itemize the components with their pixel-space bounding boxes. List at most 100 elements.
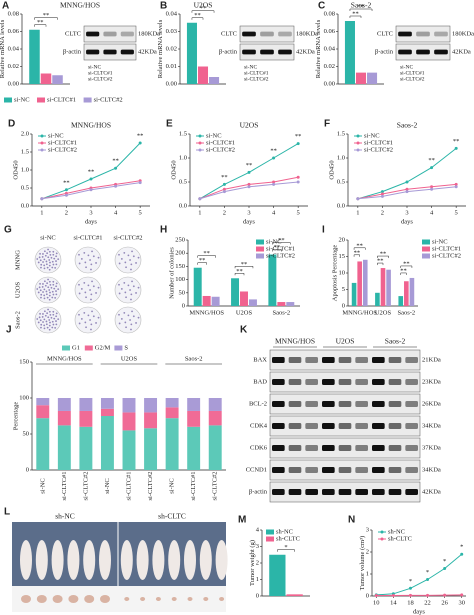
- colony: [54, 266, 57, 269]
- significance: **: [295, 133, 302, 140]
- colony: [40, 293, 43, 296]
- colony: [38, 256, 41, 259]
- colony: [46, 326, 49, 329]
- x-tick-label: si-CLTC#1: [190, 471, 197, 500]
- band: [434, 31, 448, 37]
- band: [322, 423, 335, 429]
- colony: [45, 320, 48, 323]
- band: [388, 401, 402, 407]
- bar: [286, 594, 303, 596]
- colony: [51, 260, 54, 263]
- colony: [137, 286, 140, 289]
- colony: [89, 319, 91, 321]
- band: [372, 445, 385, 451]
- x-axis-label: days: [85, 218, 97, 225]
- bar: [362, 259, 368, 306]
- band: [355, 489, 368, 495]
- bracket: [349, 15, 362, 18]
- y-tick-label: 0.08: [8, 10, 19, 17]
- colony: [43, 318, 46, 321]
- band: [272, 445, 285, 451]
- significance: **: [43, 12, 50, 19]
- colony: [95, 262, 97, 264]
- band: [305, 379, 318, 385]
- colony: [44, 314, 47, 317]
- bar-segment: [144, 412, 158, 429]
- colony: [46, 312, 49, 315]
- colony: [132, 255, 135, 258]
- colony: [129, 319, 131, 321]
- y-axis-label: Tumor volume (cm³): [359, 536, 366, 590]
- y-tick-label: 0.00: [324, 80, 335, 87]
- tumor: [21, 595, 31, 603]
- bar: [409, 277, 415, 306]
- x-tick-label: si-NC: [39, 478, 46, 494]
- colony: [48, 319, 51, 321]
- bar: [344, 21, 355, 84]
- dish: [74, 246, 102, 274]
- significance: **: [63, 179, 70, 186]
- colony: [52, 293, 55, 296]
- colony: [47, 278, 49, 281]
- legend-label: G2/M: [95, 344, 111, 351]
- bracket: [377, 262, 384, 266]
- band: [388, 357, 402, 363]
- x-tick-label: 2: [65, 209, 68, 216]
- colony: [51, 320, 54, 323]
- colony: [132, 315, 135, 318]
- colony: [52, 310, 55, 313]
- y-tick-label: 1: [256, 576, 259, 583]
- colony: [55, 285, 58, 288]
- x-tick-label: MNNG/HOS: [189, 309, 224, 316]
- colony: [78, 292, 81, 295]
- bar: [286, 302, 295, 306]
- colony: [52, 263, 55, 266]
- band: [305, 445, 318, 451]
- legend-swatch: [256, 253, 264, 259]
- colony: [47, 256, 50, 259]
- colony: [43, 258, 46, 261]
- y-tick-label: 1.0: [179, 154, 187, 161]
- colony: [43, 310, 46, 313]
- colony: [129, 259, 131, 261]
- point: [356, 197, 360, 201]
- significance: **: [278, 237, 285, 244]
- bracket: [234, 266, 254, 269]
- legend-label: sh-NC: [388, 528, 405, 535]
- y-tick-label: 2.0: [21, 130, 29, 137]
- colony: [78, 313, 80, 316]
- colony: [43, 267, 46, 270]
- bracket: [272, 249, 282, 252]
- colony: [90, 268, 92, 271]
- panel-letter: D: [8, 119, 15, 130]
- bar-segment: [100, 408, 114, 416]
- colony: [53, 317, 56, 320]
- bar-segment: [100, 416, 114, 470]
- blot-label: CLTC: [65, 30, 81, 37]
- tumor: [187, 597, 193, 601]
- colony: [54, 326, 57, 329]
- point: [430, 187, 434, 191]
- colony: [97, 316, 100, 319]
- colony: [42, 283, 44, 285]
- point: [408, 586, 412, 590]
- colony: [45, 290, 48, 293]
- colony: [37, 291, 40, 294]
- dish: [34, 246, 62, 274]
- panel-letter: B: [160, 1, 167, 12]
- colony: [51, 290, 54, 293]
- band: [405, 489, 418, 495]
- significance: **: [112, 158, 119, 165]
- band: [338, 401, 352, 407]
- point: [247, 170, 251, 174]
- panel-letter: I: [322, 225, 325, 236]
- y-axis-label: Relative mRNA levels: [315, 19, 322, 78]
- legend-swatch: [40, 141, 44, 145]
- colony: [131, 310, 133, 313]
- colony: [78, 283, 80, 286]
- legend-label: si-NC: [14, 96, 30, 103]
- blot-label: β-actin: [249, 488, 268, 495]
- colony: [54, 296, 57, 299]
- point: [454, 185, 458, 189]
- significance: **: [246, 162, 253, 169]
